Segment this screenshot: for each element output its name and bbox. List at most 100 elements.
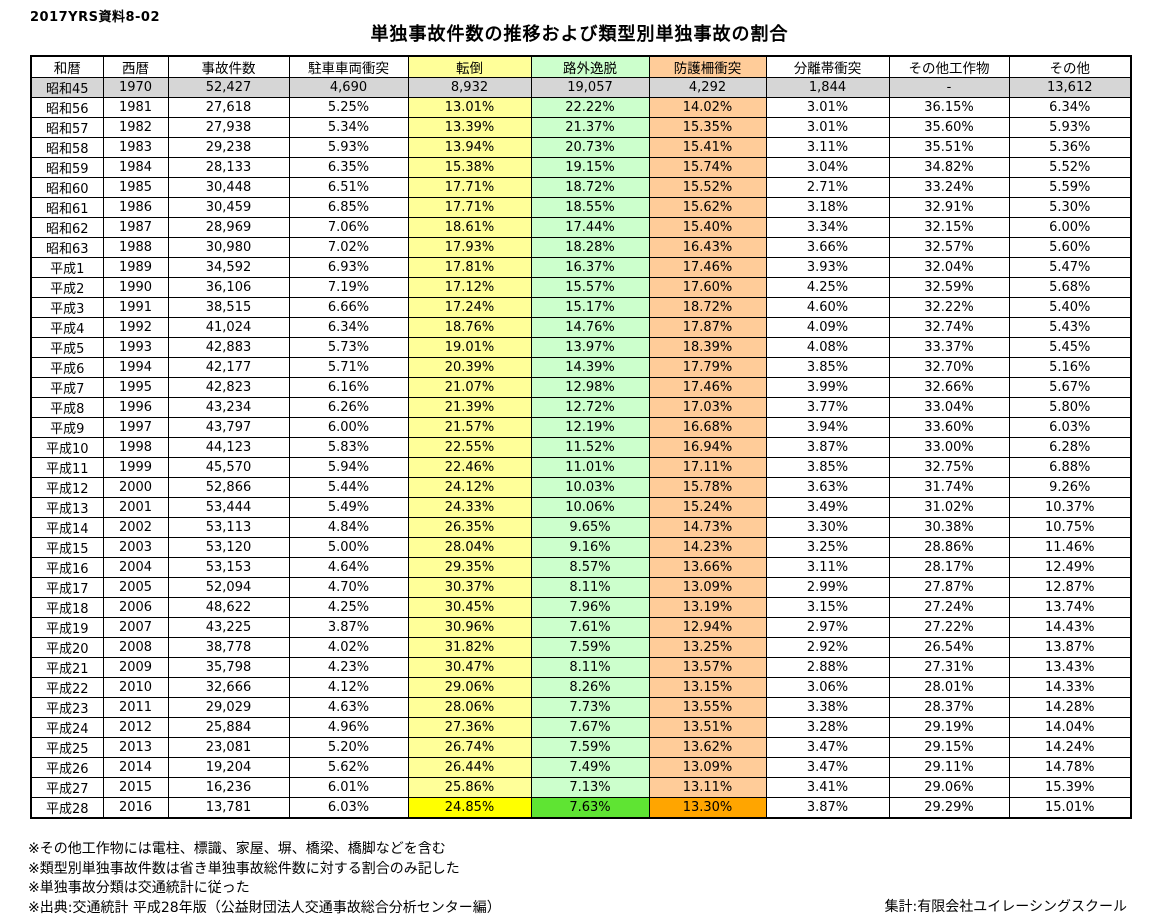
cell-era: 平成22 (30, 677, 104, 698)
cell-parked-vehicle-collision: 5.83% (288, 437, 409, 458)
cell-parked-vehicle-collision: 6.16% (288, 377, 409, 398)
table-row-1990: 平成2 1990 36,106 7.19% 17.12% 15.57% 17.60% 4.25… (30, 277, 1132, 298)
cell-off-road-departure: 17.44% (530, 217, 650, 238)
cell-other: 5.60% (1008, 237, 1132, 258)
cell-year: 2003 (102, 537, 169, 558)
cell-accident-count: 42,177 (167, 357, 290, 378)
cell-other-structures: 28.37% (888, 697, 1010, 718)
cell-era: 昭和58 (30, 137, 104, 158)
cell-era: 平成27 (30, 777, 104, 798)
cell-era: 平成3 (30, 297, 104, 318)
cell-off-road-departure: 18.28% (530, 237, 650, 258)
cell-median-strip-collision: 3.18% (765, 197, 890, 218)
cell-accident-count: 53,444 (167, 497, 290, 518)
cell-fall-over: 24.33% (407, 497, 532, 518)
table-row-2009: 平成21 2009 35,798 4.23% 30.47% 8.11% 13.57% 2.88… (30, 657, 1132, 678)
cell-fall-over: 17.93% (407, 237, 532, 258)
cell-other: 5.59% (1008, 177, 1132, 198)
column-header-other: その他 (1008, 55, 1132, 78)
cell-off-road-departure: 18.72% (530, 177, 650, 198)
cell-median-strip-collision: 3.11% (765, 137, 890, 158)
table-row-2007: 平成19 2007 43,225 3.87% 30.96% 7.61% 12.94% 2.97… (30, 617, 1132, 638)
cell-other: 5.68% (1008, 277, 1132, 298)
cell-year: 1990 (102, 277, 169, 298)
cell-year: 1998 (102, 437, 169, 458)
footnotes: ※その他工作物には電柱、標識、家屋、塀、橋梁、橋脚などを含む ※類型別単独事故件… (28, 840, 501, 918)
cell-median-strip-collision: 1,844 (765, 77, 890, 98)
cell-other-structures: 32.74% (888, 317, 1010, 338)
cell-year: 1991 (102, 297, 169, 318)
cell-other-structures: 33.00% (888, 437, 1010, 458)
cell-off-road-departure: 10.06% (530, 497, 650, 518)
cell-off-road-departure: 10.03% (530, 477, 650, 498)
cell-other: 10.37% (1008, 497, 1132, 518)
cell-other-structures: 32.66% (888, 377, 1010, 398)
cell-parked-vehicle-collision: 6.66% (288, 297, 409, 318)
cell-off-road-departure: 16.37% (530, 257, 650, 278)
cell-parked-vehicle-collision: 4.02% (288, 637, 409, 658)
cell-median-strip-collision: 3.94% (765, 417, 890, 438)
cell-other: 11.46% (1008, 537, 1132, 558)
cell-accident-count: 16,236 (167, 777, 290, 798)
cell-era: 昭和63 (30, 237, 104, 258)
cell-other: 5.36% (1008, 137, 1132, 158)
cell-other-structures: 31.74% (888, 477, 1010, 498)
table-row-1996: 平成8 1996 43,234 6.26% 21.39% 12.72% 17.03% 3.77… (30, 397, 1132, 418)
cell-accident-count: 42,823 (167, 377, 290, 398)
cell-era: 昭和62 (30, 217, 104, 238)
column-header-guardrail-collision: 防護柵衝突 (648, 55, 767, 78)
cell-off-road-departure: 8.11% (530, 577, 650, 598)
cell-median-strip-collision: 3.01% (765, 97, 890, 118)
accident-table-body: 昭和45 1970 52,427 4,690 8,932 19,057 4,292 1,844… (30, 77, 1132, 819)
cell-era: 平成9 (30, 417, 104, 438)
cell-other: 5.52% (1008, 157, 1132, 178)
cell-accident-count: 35,798 (167, 657, 290, 678)
cell-guardrail-collision: 13.30% (648, 797, 767, 819)
cell-guardrail-collision: 17.46% (648, 257, 767, 278)
cell-other-structures: 29.29% (888, 797, 1010, 819)
cell-other-structures: 32.75% (888, 457, 1010, 478)
cell-other: 6.03% (1008, 417, 1132, 438)
cell-year: 1970 (102, 77, 169, 98)
cell-other-structures: 33.37% (888, 337, 1010, 358)
cell-accident-count: 27,618 (167, 97, 290, 118)
cell-accident-count: 52,866 (167, 477, 290, 498)
cell-fall-over: 17.81% (407, 257, 532, 278)
cell-parked-vehicle-collision: 4.84% (288, 517, 409, 538)
cell-year: 2013 (102, 737, 169, 758)
table-row-2006: 平成18 2006 48,622 4.25% 30.45% 7.96% 13.19% 3.15… (30, 597, 1132, 618)
cell-year: 2006 (102, 597, 169, 618)
cell-year: 1987 (102, 217, 169, 238)
cell-guardrail-collision: 14.73% (648, 517, 767, 538)
cell-other-structures: 34.82% (888, 157, 1010, 178)
cell-parked-vehicle-collision: 5.20% (288, 737, 409, 758)
cell-off-road-departure: 7.61% (530, 617, 650, 638)
note-line: ※出典:交通統計 平成28年版（公益財団法人交通事故総合分析センター編） (28, 899, 501, 916)
cell-median-strip-collision: 4.09% (765, 317, 890, 338)
cell-other: 5.43% (1008, 317, 1132, 338)
cell-year: 2002 (102, 517, 169, 538)
cell-other: 6.34% (1008, 97, 1132, 118)
cell-other: 14.28% (1008, 697, 1132, 718)
table-row-1984: 昭和59 1984 28,133 6.35% 15.38% 19.15% 15.74% 3.0… (30, 157, 1132, 178)
cell-guardrail-collision: 13.25% (648, 637, 767, 658)
cell-parked-vehicle-collision: 7.19% (288, 277, 409, 298)
cell-guardrail-collision: 13.55% (648, 697, 767, 718)
cell-median-strip-collision: 2.88% (765, 657, 890, 678)
table-row-1988: 昭和63 1988 30,980 7.02% 17.93% 18.28% 16.43% 3.6… (30, 237, 1132, 258)
cell-off-road-departure: 7.67% (530, 717, 650, 738)
cell-parked-vehicle-collision: 5.71% (288, 357, 409, 378)
cell-off-road-departure: 15.57% (530, 277, 650, 298)
cell-parked-vehicle-collision: 4.25% (288, 597, 409, 618)
cell-fall-over: 13.94% (407, 137, 532, 158)
cell-off-road-departure: 13.97% (530, 337, 650, 358)
cell-guardrail-collision: 16.43% (648, 237, 767, 258)
cell-guardrail-collision: 17.60% (648, 277, 767, 298)
cell-parked-vehicle-collision: 5.34% (288, 117, 409, 138)
table-row-2013: 平成25 2013 23,081 5.20% 26.74% 7.59% 13.62% 3.47… (30, 737, 1132, 758)
cell-other-structures: 27.31% (888, 657, 1010, 678)
cell-other: 6.00% (1008, 217, 1132, 238)
cell-fall-over: 30.37% (407, 577, 532, 598)
cell-fall-over: 30.96% (407, 617, 532, 638)
cell-median-strip-collision: 3.04% (765, 157, 890, 178)
